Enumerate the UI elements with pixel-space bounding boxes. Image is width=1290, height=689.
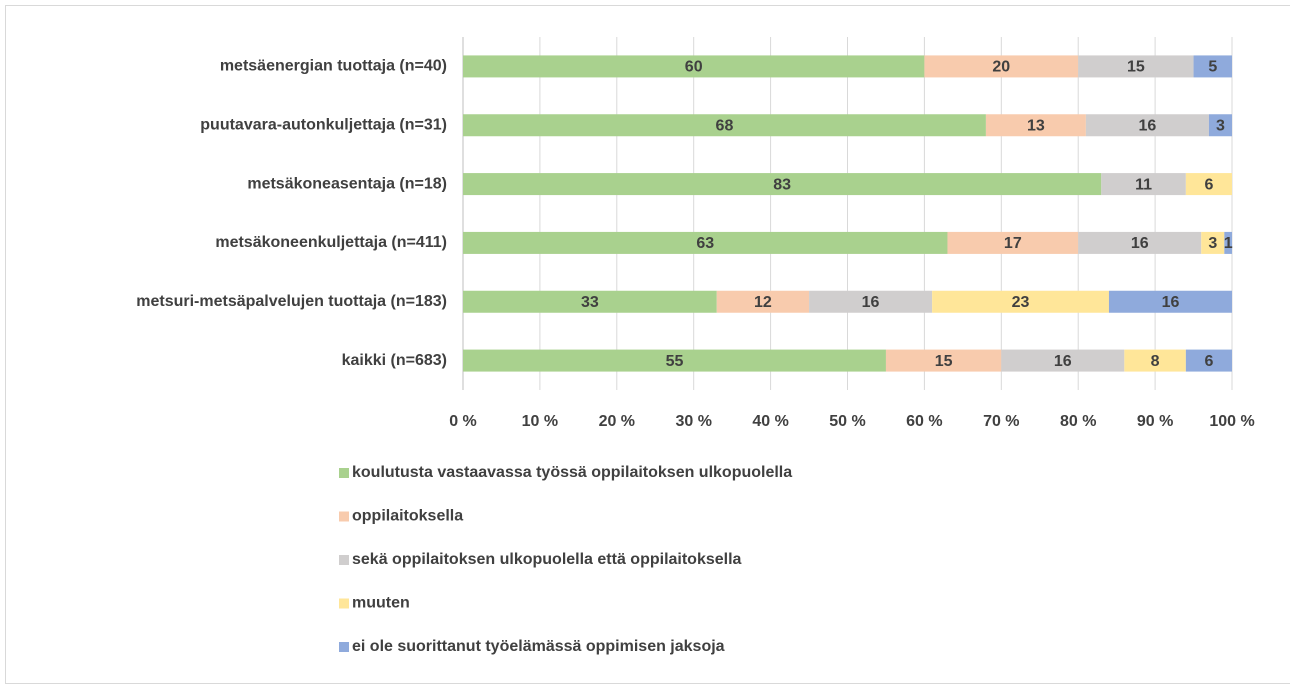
data-label: 33 — [581, 294, 599, 311]
data-label: 3 — [1216, 117, 1225, 134]
legend-swatch — [339, 599, 349, 609]
data-label: 17 — [1004, 235, 1022, 252]
y-tick-label: metsäkoneenkuljettaja (n=411) — [215, 234, 447, 251]
data-label: 68 — [716, 117, 734, 134]
x-tick-label: 30 % — [675, 413, 711, 430]
x-tick-label: 90 % — [1137, 413, 1173, 430]
y-tick-label: metsuri-metsäpalvelujen tuottaja (n=183) — [136, 293, 447, 310]
data-label: 60 — [685, 59, 703, 76]
legend-label: sekä oppilaitoksen ulkopuolella että opp… — [352, 551, 742, 568]
data-label: 20 — [992, 59, 1010, 76]
data-label: 8 — [1151, 353, 1160, 370]
legend-swatch — [339, 468, 349, 478]
data-label: 15 — [1127, 59, 1145, 76]
x-tick-label: 0 % — [449, 413, 477, 430]
data-label: 16 — [1162, 294, 1180, 311]
data-label: 16 — [1131, 235, 1149, 252]
y-tick-label: puutavara-autonkuljettaja (n=31) — [200, 116, 447, 133]
x-tick-label: 10 % — [522, 413, 558, 430]
data-label: 55 — [666, 353, 684, 370]
data-label: 23 — [1012, 294, 1030, 311]
legend-swatch — [339, 555, 349, 565]
x-tick-label: 100 % — [1209, 413, 1254, 430]
legend-swatch — [339, 512, 349, 522]
legend-label: ei ole suorittanut työelämässä oppimisen… — [352, 638, 725, 655]
legend-swatch — [339, 642, 349, 652]
data-label: 5 — [1208, 59, 1217, 76]
chart-border — [6, 6, 1290, 684]
data-label: 3 — [1208, 235, 1217, 252]
legend-label: muuten — [352, 595, 410, 612]
data-label: 63 — [696, 235, 714, 252]
data-label: 6 — [1204, 353, 1213, 370]
legend-label: koulutusta vastaavassa työssä oppilaitok… — [352, 464, 792, 481]
data-label: 15 — [935, 353, 953, 370]
y-tick-label: metsäkoneasentaja (n=18) — [247, 175, 447, 192]
data-label: 12 — [754, 294, 772, 311]
y-tick-label: kaikki (n=683) — [342, 352, 447, 369]
data-label: 16 — [1139, 117, 1157, 134]
data-label: 16 — [1054, 353, 1072, 370]
x-tick-label: 70 % — [983, 413, 1019, 430]
x-tick-label: 80 % — [1060, 413, 1096, 430]
data-label: 13 — [1027, 117, 1045, 134]
data-label: 6 — [1204, 176, 1213, 193]
data-label: 1 — [1224, 235, 1233, 252]
y-tick-label: metsäenergian tuottaja (n=40) — [220, 58, 447, 75]
x-tick-label: 40 % — [752, 413, 788, 430]
data-label: 11 — [1135, 176, 1152, 193]
x-tick-label: 60 % — [906, 413, 942, 430]
legend-label: oppilaitoksella — [352, 508, 463, 525]
x-tick-label: 20 % — [599, 413, 635, 430]
data-label: 83 — [773, 176, 791, 193]
x-tick-label: 50 % — [829, 413, 865, 430]
data-label: 16 — [862, 294, 880, 311]
